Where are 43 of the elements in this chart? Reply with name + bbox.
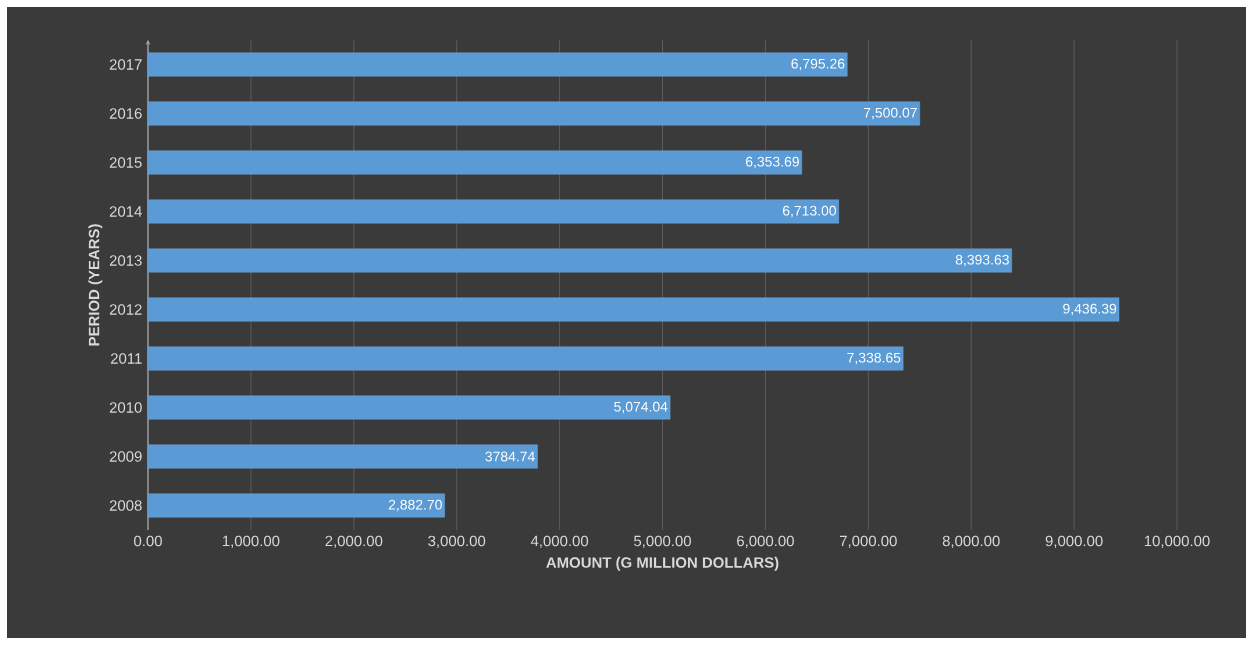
y-tick-label: 2011 xyxy=(110,353,142,364)
x-tick-label: 2,000.00 xyxy=(325,535,383,548)
bar xyxy=(147,444,538,469)
data-label: 2,882.70 xyxy=(388,499,442,512)
y-tick-label: 2012 xyxy=(109,304,142,315)
data-label: 5,074.04 xyxy=(614,401,668,414)
bar xyxy=(147,199,839,224)
x-tick-label: 10,000.00 xyxy=(1144,535,1210,548)
y-tick-label: 2009 xyxy=(109,451,142,462)
y-tick-label: 2016 xyxy=(109,108,142,119)
data-label: 8,393.63 xyxy=(955,254,1009,267)
x-tick-label: 8,000.00 xyxy=(942,535,1000,548)
x-tick-label: 9,000.00 xyxy=(1045,535,1103,548)
bar xyxy=(147,150,802,175)
x-tick-label: 0.00 xyxy=(134,535,162,547)
bar xyxy=(147,248,1012,273)
bar xyxy=(147,493,445,518)
data-label: 6,795.26 xyxy=(791,58,845,71)
bar xyxy=(147,395,671,420)
x-tick-label: 1,000.00 xyxy=(222,535,280,548)
y-tick-label: 2015 xyxy=(109,157,142,168)
data-label: 3784.74 xyxy=(485,451,535,462)
x-tick-label: 6,000.00 xyxy=(737,535,794,548)
bar xyxy=(147,52,848,77)
data-label: 6,353.69 xyxy=(746,156,799,169)
data-label: 6,713.00 xyxy=(782,205,837,218)
y-tick-label: 2014 xyxy=(109,206,142,217)
y-tick-label: 2013 xyxy=(109,255,142,266)
data-label: 7,500.07 xyxy=(863,107,917,120)
x-axis-title: AMOUNT (G MILLION DOLLARS) xyxy=(546,556,779,571)
data-label: 9,436.39 xyxy=(1063,303,1117,316)
y-tick-label: 2008 xyxy=(109,500,142,511)
y-tick-label: 2017 xyxy=(109,59,142,70)
bar xyxy=(147,101,920,126)
x-tick-label: 3,000.00 xyxy=(428,535,486,548)
x-tick-label: 5,000.00 xyxy=(634,535,691,548)
x-tick-label: 7,000.00 xyxy=(839,535,897,548)
data-label: 7,338.65 xyxy=(847,352,901,365)
y-axis-title: PERIOD (YEARS) xyxy=(88,224,103,346)
bar xyxy=(147,346,904,371)
bar xyxy=(147,297,1120,322)
y-tick-label: 2010 xyxy=(109,402,142,413)
x-tick-label: 4,000.00 xyxy=(530,535,589,548)
